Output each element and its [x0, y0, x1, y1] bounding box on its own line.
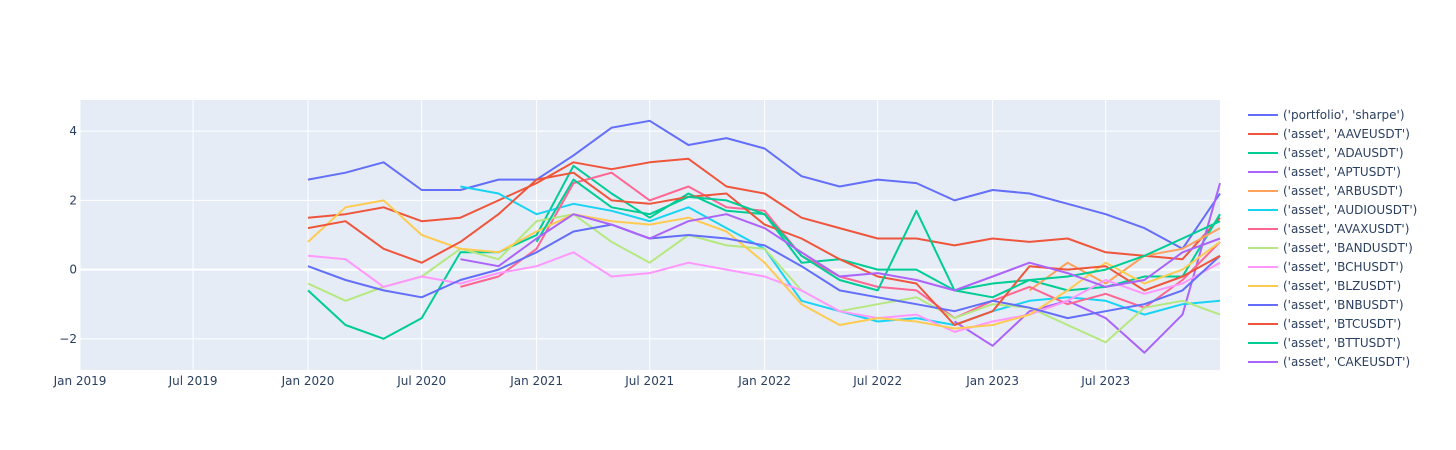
- legend-item[interactable]: ('asset', 'BNBUSDT'): [1248, 298, 1404, 312]
- x-tick-label: Jan 2023: [965, 374, 1019, 388]
- legend-label: ('asset', 'BCHUSDT'): [1283, 260, 1404, 274]
- legend-item[interactable]: ('asset', 'AVAXUSDT'): [1248, 222, 1409, 236]
- legend-item[interactable]: ('asset', 'BLZUSDT'): [1248, 279, 1401, 293]
- y-tick-label: 0: [69, 263, 77, 277]
- grid: [79, 100, 1220, 370]
- series-lines: [307, 119, 1221, 354]
- series-line-11: [307, 171, 1221, 326]
- x-tick-label: Jul 2021: [624, 374, 674, 388]
- legend-item[interactable]: ('asset', 'ARBUSDT'): [1248, 184, 1403, 198]
- legend-item[interactable]: ('asset', 'ADAUSDT'): [1248, 146, 1404, 160]
- legend-item[interactable]: ('asset', 'BANDUSDT'): [1248, 241, 1413, 255]
- legend-label: ('asset', 'CAKEUSDT'): [1283, 355, 1410, 369]
- series-line-4: [1028, 227, 1221, 292]
- series-line-10: [307, 223, 1221, 320]
- legend-item[interactable]: ('asset', 'CAKEUSDT'): [1248, 355, 1410, 369]
- legend-label: ('asset', 'ADAUSDT'): [1283, 146, 1404, 160]
- series-line-0: [307, 119, 1221, 250]
- x-tick-label: Jan 2022: [737, 374, 791, 388]
- y-axis: −2 0 2 4: [59, 124, 77, 346]
- legend-item[interactable]: ('portfolio', 'sharpe'): [1248, 108, 1405, 122]
- legend-item[interactable]: ('asset', 'AUDIOUSDT'): [1248, 203, 1417, 217]
- legend-label: ('asset', 'AAVEUSDT'): [1283, 127, 1410, 141]
- x-tick-label: Jan 2019: [53, 374, 107, 388]
- legend: ('portfolio', 'sharpe') ('asset', 'AAVEUS…: [1248, 108, 1417, 369]
- legend-label: ('asset', 'BNBUSDT'): [1283, 298, 1404, 312]
- series-line-12: [535, 178, 1221, 299]
- legend-item[interactable]: ('asset', 'BCHUSDT'): [1248, 260, 1404, 274]
- y-tick-label: 4: [69, 124, 77, 138]
- legend-item[interactable]: ('asset', 'BTCUSDT'): [1248, 317, 1401, 331]
- legend-label: ('asset', 'BTCUSDT'): [1283, 317, 1401, 331]
- x-tick-label: Jul 2019: [168, 374, 218, 388]
- legend-label: ('asset', 'APTUSDT'): [1283, 165, 1401, 179]
- legend-label: ('asset', 'AVAXUSDT'): [1283, 222, 1409, 236]
- legend-label: ('asset', 'BLZUSDT'): [1283, 279, 1401, 293]
- legend-label: ('asset', 'BANDUSDT'): [1283, 241, 1413, 255]
- x-tick-label: Jan 2021: [509, 374, 563, 388]
- series-line-13: [460, 213, 1221, 292]
- x-axis: Jan 2019 Jul 2019 Jan 2020 Jul 2020 Jan 2021…: [53, 374, 1131, 388]
- x-tick-label: Jul 2020: [396, 374, 446, 388]
- series-line-1: [307, 157, 1221, 261]
- legend-item[interactable]: ('asset', 'APTUSDT'): [1248, 165, 1401, 179]
- legend-label: ('portfolio', 'sharpe'): [1283, 108, 1405, 122]
- legend-item[interactable]: ('asset', 'BTTUSDT'): [1248, 336, 1401, 350]
- x-tick-label: Jan 2020: [281, 374, 335, 388]
- series-line-8: [307, 251, 1221, 333]
- x-tick-label: Jul 2022: [852, 374, 902, 388]
- x-tick-label: Jul 2023: [1080, 374, 1130, 388]
- y-tick-label: −2: [59, 332, 77, 346]
- legend-item[interactable]: ('asset', 'AAVEUSDT'): [1248, 127, 1410, 141]
- y-tick-label: 2: [69, 193, 77, 207]
- legend-label: ('asset', 'ARBUSDT'): [1283, 184, 1403, 198]
- series-line-9: [307, 199, 1221, 330]
- legend-label: ('asset', 'BTTUSDT'): [1283, 336, 1401, 350]
- legend-label: ('asset', 'AUDIOUSDT'): [1283, 203, 1417, 217]
- series-line-3: [953, 182, 1221, 354]
